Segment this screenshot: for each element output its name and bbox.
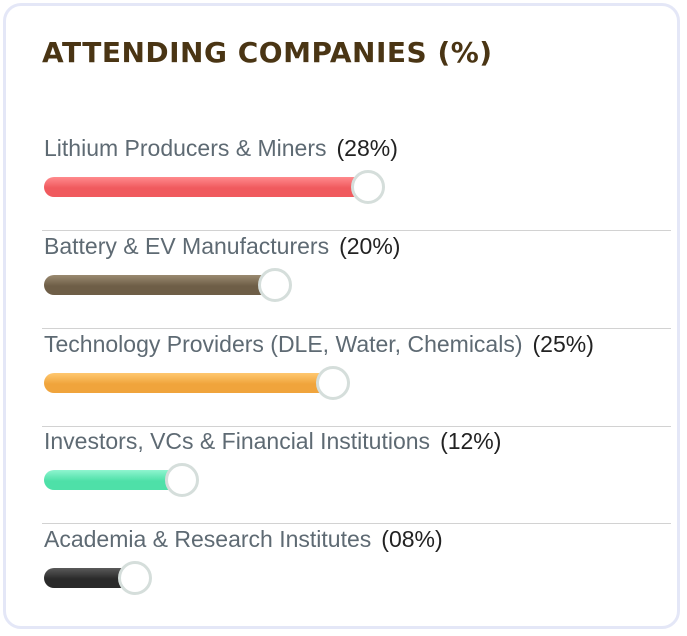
card-title: ATTENDING COMPANIES (%) [42,36,493,69]
row-percent: (25%) [532,331,594,357]
progress-knob[interactable] [164,463,199,497]
row-label: Lithium Producers & Miners [44,135,327,161]
attending-companies-card: ATTENDING COMPANIES (%) Lithium Producer… [3,3,680,629]
row-divider [42,328,671,329]
progress-knob[interactable] [118,561,153,595]
row-divider [42,230,671,231]
row-percent: (08%) [381,526,443,552]
row-divider [42,523,671,524]
row-percent: (12%) [440,428,502,454]
row-label: Battery & EV Manufacturers [44,233,330,259]
progress-bar [44,268,292,302]
progress-knob[interactable] [316,366,350,400]
progress-bar [44,561,153,595]
row-label: Investors, VCs & Financial Institutions [44,428,431,454]
progress-knob[interactable] [257,268,292,302]
progress-row: Battery & EV Manufacturers (20%) [42,231,671,329]
row-percent: (20%) [339,233,401,259]
row-label: Academia & Research Institutes [44,526,372,552]
progress-bar [44,366,350,400]
progress-row: Academia & Research Institutes (08%) [42,524,671,622]
progress-knob[interactable] [350,170,385,204]
row-divider [42,426,671,427]
progress-row: Lithium Producers & Miners (28%) [42,133,671,231]
progress-bar [44,170,385,204]
progress-row: Investors, VCs & Financial Institutions (… [42,426,671,524]
row-label: Technology Providers (DLE, Water, Chemic… [44,331,523,357]
progress-bar [44,463,199,497]
row-percent: (28%) [336,135,398,161]
progress-row: Technology Providers (DLE, Water, Chemic… [42,329,671,427]
